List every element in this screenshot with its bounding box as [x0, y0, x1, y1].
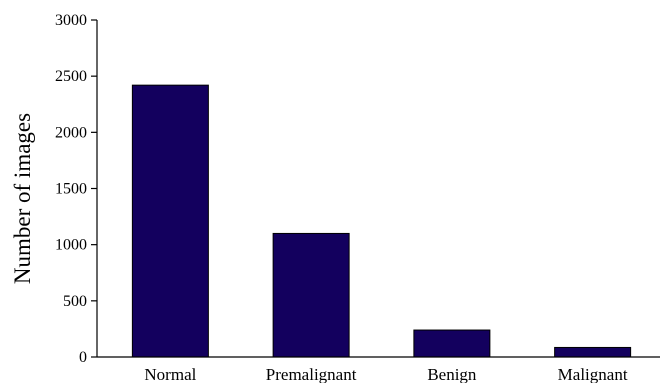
y-tick-label: 2500 — [55, 68, 87, 85]
bar-malignant — [554, 346, 632, 358]
bar-benign — [413, 329, 491, 358]
y-tick-label: 0 — [79, 349, 87, 366]
y-tick-label: 1000 — [55, 237, 87, 254]
y-tick-label: 3000 — [55, 12, 87, 29]
x-category-label-malignant: Malignant — [558, 365, 628, 383]
x-category-label-normal: Normal — [144, 365, 196, 383]
bar-premalignant — [272, 232, 350, 358]
bars — [131, 84, 632, 358]
y-tick-label: 1500 — [55, 181, 87, 198]
x-axis-labels: Normal Premalignant Benign Malignant — [144, 365, 627, 383]
y-tick-label: 500 — [63, 293, 87, 310]
y-axis-ticks: 0 500 1000 1500 2000 2500 3000 — [55, 12, 97, 366]
x-category-label-benign: Benign — [427, 365, 477, 383]
bar-normal — [131, 84, 209, 358]
y-tick-label: 2000 — [55, 124, 87, 141]
y-axis-title: Number of images — [10, 113, 35, 284]
x-category-label-premalignant: Premalignant — [266, 365, 357, 383]
